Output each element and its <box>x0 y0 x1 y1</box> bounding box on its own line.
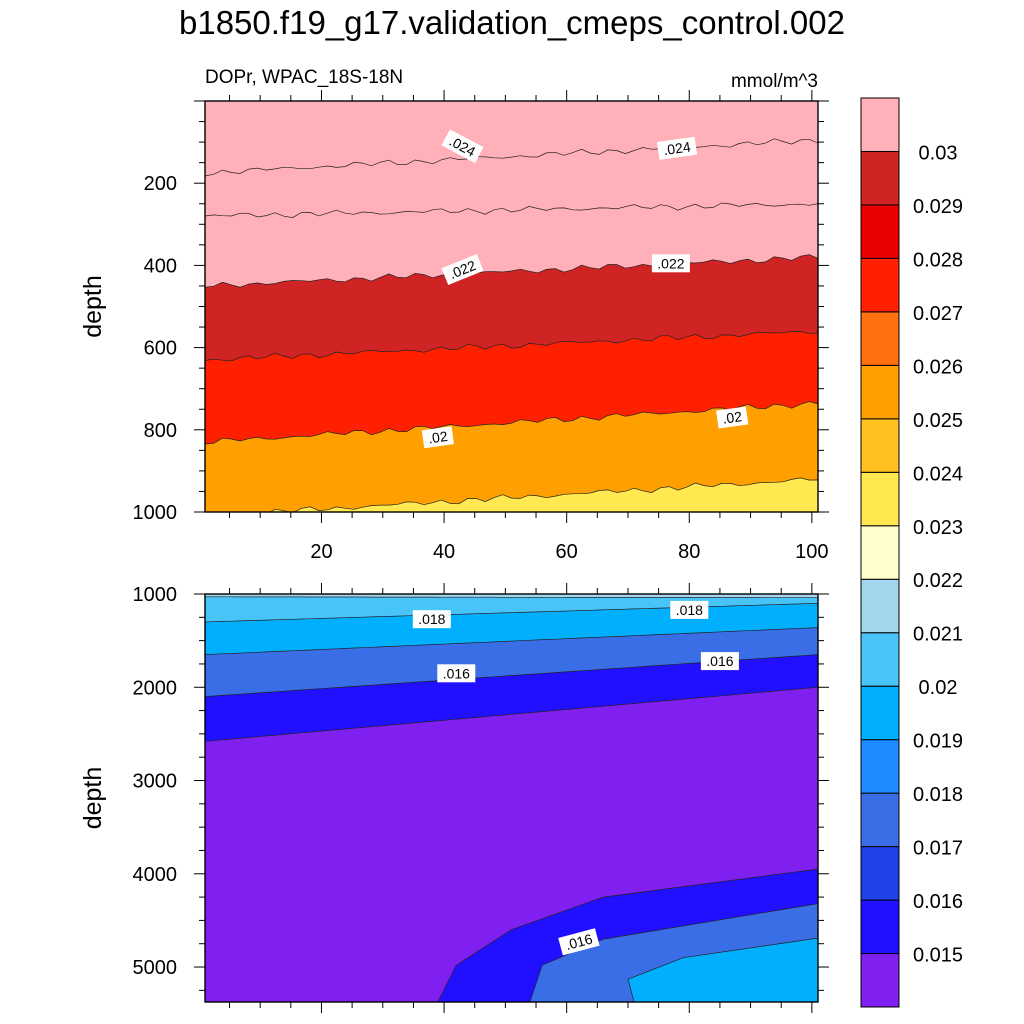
y-axis-label: depth <box>79 275 107 338</box>
colorbar-swatch <box>860 471 900 527</box>
y-tick-label: 2000 <box>133 677 178 699</box>
colorbar-label: 0.026 <box>913 356 963 378</box>
y-tick-label: 5000 <box>133 957 178 979</box>
colorbar-label: 0.02 <box>919 677 958 699</box>
y-tick-label: 600 <box>144 338 177 360</box>
colorbar-swatch <box>860 739 900 794</box>
colorbar-label: 0.015 <box>913 945 963 967</box>
contour-pool <box>627 937 818 1002</box>
contour-label-box <box>700 652 739 671</box>
contour-label: .022 <box>441 254 484 285</box>
x-tick-label: 20 <box>310 541 332 563</box>
contour-label: .016 <box>558 928 600 956</box>
contour-band <box>247 477 818 512</box>
contour-label: .024 <box>656 136 698 160</box>
colorbar-swatch <box>860 685 900 741</box>
contour-label: .022 <box>651 254 690 273</box>
plot-area: .024 .024 .022 .022 .02 .02 <box>205 101 818 512</box>
lower-panel: .018 .018 .016 .016 .016 1000 2000 3000 4000 5000… <box>79 583 829 1013</box>
colorbar-label: 0.022 <box>913 570 963 592</box>
upper-panel: .024 .024 .022 .022 .02 .02 20 40 60 80 100 200 400 6… <box>79 67 829 563</box>
contour-label-box <box>656 136 698 160</box>
colorbar-swatch <box>860 578 900 634</box>
contour-label-box <box>412 610 451 629</box>
colorbar-swatch <box>860 204 900 259</box>
contour-label-text: .02 <box>721 408 743 427</box>
colorbar-swatch <box>860 97 900 152</box>
contour-label: .02 <box>716 406 749 429</box>
x-tick-label: 40 <box>433 541 455 563</box>
panel-right-label: mmol/m^3 <box>731 71 818 92</box>
colorbar-label: 0.018 <box>913 784 963 806</box>
colorbar-swatch <box>860 846 900 901</box>
contour-label-box <box>716 406 749 429</box>
contour-label: .018 <box>670 600 709 619</box>
colorbar-label: 0.027 <box>913 303 963 325</box>
colorbar-swatch <box>860 792 900 848</box>
colorbar-label: 0.03 <box>919 142 958 164</box>
contour-label-text: .018 <box>418 611 445 627</box>
colorbar-label: 0.017 <box>913 838 963 860</box>
plot-frame <box>204 593 819 1003</box>
contour-label: .016 <box>437 664 476 683</box>
y-tick-label: 3000 <box>133 771 178 793</box>
colorbar-label: 0.021 <box>913 624 963 646</box>
contour-label-text: .016 <box>706 653 733 669</box>
contour-label: .016 <box>700 652 739 671</box>
colorbar-label: 0.019 <box>913 731 963 753</box>
colorbar-swatch <box>860 953 900 1008</box>
panel-left-label: DOPr, WPAC_18S-18N <box>205 67 403 88</box>
plot-area: .018 .018 .016 .016 .016 <box>205 594 818 1002</box>
colorbar-label: 0.029 <box>913 196 963 218</box>
colorbar-swatch <box>860 418 900 473</box>
colorbar-swatch <box>860 525 900 580</box>
y-tick-label: 400 <box>144 255 177 277</box>
colorbar-swatch <box>860 257 900 313</box>
colorbar-label: 0.023 <box>913 517 963 539</box>
contour-label-text: .022 <box>657 255 684 271</box>
y-tick-label: 1000 <box>133 584 178 606</box>
x-tick-label: 60 <box>556 541 578 563</box>
colorbar-swatch <box>860 150 900 206</box>
y-axis-label: depth <box>79 767 107 830</box>
contour-label: .02 <box>421 426 455 449</box>
contour-label-box <box>670 600 709 619</box>
contour-label-box <box>651 254 690 273</box>
contour-label-box <box>437 664 476 683</box>
contour-label-text: .02 <box>427 428 449 447</box>
y-tick-label: 200 <box>144 173 177 195</box>
contour-label-box <box>441 254 484 285</box>
page-title: b1850.f19_g17.validation_cmeps_control.0… <box>179 4 845 41</box>
contour-label-text: .018 <box>676 602 703 618</box>
colorbar-label: 0.028 <box>913 249 963 271</box>
contour-band <box>205 401 818 512</box>
colorbar-swatch <box>860 632 900 687</box>
colorbar: 0.015 0.016 0.017 0.018 0.019 0.02 0.021 0.022 0… <box>860 97 963 1008</box>
contour-label: .018 <box>412 610 451 629</box>
contour-label-box <box>421 426 455 449</box>
contour-label-box <box>441 129 484 164</box>
colorbar-swatch <box>860 899 900 955</box>
contour-label: .024 <box>441 129 484 164</box>
y-tick-label: 800 <box>144 420 177 442</box>
x-tick-label: 100 <box>795 541 828 563</box>
colorbar-label: 0.024 <box>913 463 963 485</box>
colorbar-label: 0.025 <box>913 410 963 432</box>
colorbar-label: 0.016 <box>913 891 963 913</box>
y-tick-label: 4000 <box>133 864 178 886</box>
contour-label-text: .016 <box>443 665 470 681</box>
y-tick-label: 1000 <box>133 502 178 524</box>
contour-label-box <box>558 928 600 956</box>
x-tick-label: 80 <box>678 541 700 563</box>
colorbar-swatch <box>860 311 900 366</box>
contour-label-text: .024 <box>662 138 691 158</box>
colorbar-swatch <box>860 364 900 420</box>
contour-label-text: .016 <box>564 930 595 953</box>
